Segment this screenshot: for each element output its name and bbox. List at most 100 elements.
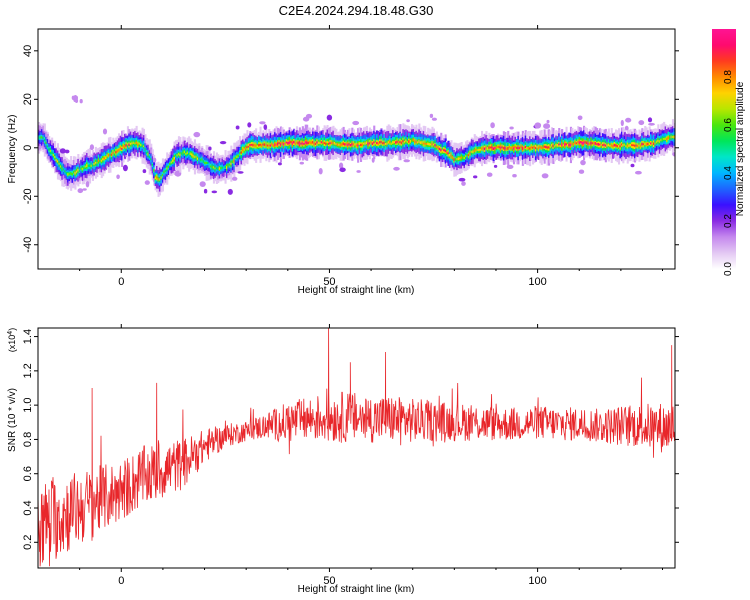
- spectrogram-cell: [341, 143, 344, 146]
- spectrogram-cell: [446, 151, 449, 154]
- spectrogram-speck: [71, 95, 75, 101]
- spectrogram-cell: [113, 151, 116, 154]
- spectrogram-cell: [507, 147, 510, 150]
- spectrogram-cell: [542, 146, 545, 149]
- spectrogram-cell: [636, 144, 639, 147]
- spectrogram-cell: [214, 167, 217, 170]
- spectrogram-speck: [429, 113, 434, 118]
- spectrogram-cell: [220, 167, 223, 170]
- spectrogram-frame: [37, 28, 676, 270]
- spectrogram-panel: 0 50 100 -40 -20 0 20 40 Height of straight lin…: [7, 25, 679, 296]
- spectrogram-cell: [45, 141, 48, 145]
- colorbar-gradient: [712, 29, 736, 269]
- spectrogram-cell: [453, 158, 456, 161]
- spectrogram-speck: [638, 120, 645, 126]
- spectrogram-cell: [558, 143, 561, 146]
- spectrogram-cell: [269, 144, 272, 147]
- spectrogram-cell: [416, 141, 419, 144]
- spectrogram-cell: [462, 156, 465, 159]
- spectrogram-cell: [151, 163, 154, 166]
- spectrogram-cell: [314, 142, 317, 145]
- spectrogram-cell: [89, 164, 92, 167]
- spectrogram-cell: [239, 152, 242, 155]
- spectrogram-cell: [625, 145, 628, 148]
- spectrogram-cell: [405, 139, 408, 142]
- spectrogram-cell: [514, 146, 517, 149]
- spectrogram-cell: [189, 152, 192, 155]
- spectrogram-cell: [150, 158, 153, 161]
- spectrogram-cell: [282, 143, 285, 146]
- spectrogram-cell: [322, 141, 325, 144]
- spectrogram-cell: [533, 145, 536, 149]
- spectrogram-cell: [437, 146, 440, 149]
- spectrogram-cell: [68, 172, 71, 176]
- spectrogram-cell: [581, 142, 584, 145]
- spectrogram-cell: [243, 148, 246, 151]
- spectrogram-cell: [431, 142, 434, 146]
- spectrogram-cell: [657, 139, 660, 142]
- spectrogram-cell: [86, 164, 89, 167]
- spectrogram-cell: [274, 143, 277, 146]
- spectrogram-cell: [622, 143, 625, 147]
- spectrogram-cell: [379, 141, 382, 144]
- spectrogram-speck: [203, 188, 208, 194]
- spectrogram-cell: [584, 141, 587, 144]
- colorbar-tick-label: 0.8: [723, 70, 734, 84]
- spectrogram-cell: [262, 143, 265, 146]
- spectrogram-cell: [160, 176, 163, 179]
- spectrogram-cell: [236, 155, 239, 158]
- colorbar-tick-label: 0.0: [723, 262, 734, 276]
- spectrogram-cell: [529, 147, 532, 150]
- spectrogram-cell: [102, 158, 105, 161]
- spectrogram-cell: [328, 142, 331, 145]
- spectrogram-cell: [422, 142, 425, 145]
- spectrogram-cell: [438, 147, 441, 151]
- spectrogram-cell: [118, 149, 121, 152]
- spectrogram-cell: [204, 161, 207, 164]
- spectrogram-cell: [84, 165, 87, 168]
- spectrogram-cell: [389, 140, 392, 144]
- spectrogram-cell: [172, 159, 175, 162]
- spectrogram-cell: [109, 153, 112, 157]
- spectrogram-cell: [90, 164, 93, 167]
- snr-panel: 0 50 100 0.2 0.4 0.6 0.8 1.0 1.2 1.4 Height of st…: [7, 324, 679, 595]
- spectrogram-speck: [580, 159, 586, 166]
- spectrogram-cell: [100, 159, 103, 162]
- spectrogram-cell: [193, 155, 196, 159]
- spectrogram-cell: [460, 156, 463, 159]
- spectrogram-cell: [106, 154, 109, 157]
- spectrogram-cell: [655, 140, 658, 144]
- spectrogram-cell: [534, 147, 537, 150]
- spectrogram-cell: [553, 145, 556, 148]
- snr-frame: [37, 327, 676, 569]
- spectrogram-cell: [74, 171, 77, 175]
- spectrogram-cell: [226, 166, 229, 169]
- spectrogram-cell: [77, 169, 80, 172]
- spectrogram-cell: [616, 145, 619, 148]
- spectrogram-cell: [430, 143, 433, 146]
- spectrogram-cell: [434, 144, 437, 147]
- spectrogram-speck: [393, 166, 400, 171]
- spectrogram-cell: [424, 142, 427, 145]
- spectrogram-cell: [211, 166, 214, 168]
- spectrogram-cell: [450, 154, 453, 157]
- spectrogram-cell: [228, 163, 231, 166]
- spectrogram-cell: [138, 142, 141, 145]
- spectrogram-cell: [594, 142, 597, 145]
- spectrogram-speck: [403, 159, 411, 163]
- spectrogram-cell: [651, 142, 654, 145]
- spectrogram-speck: [116, 174, 120, 180]
- spectrogram-cell: [284, 142, 287, 145]
- spectrogram-speck: [635, 170, 642, 175]
- spectrogram-cell: [451, 156, 454, 159]
- spectrogram-speck: [486, 172, 493, 177]
- spectrogram-cell: [317, 141, 320, 144]
- spectrogram-cell: [601, 144, 604, 147]
- spectrogram-cell: [265, 143, 268, 146]
- spectrogram-cell: [596, 143, 599, 146]
- spectrogram-cell: [441, 149, 444, 153]
- spectrogram-cell: [612, 145, 615, 148]
- spectrogram-cell: [639, 144, 642, 147]
- spectrogram-cell: [227, 164, 230, 167]
- spectrogram-cell: [288, 141, 291, 144]
